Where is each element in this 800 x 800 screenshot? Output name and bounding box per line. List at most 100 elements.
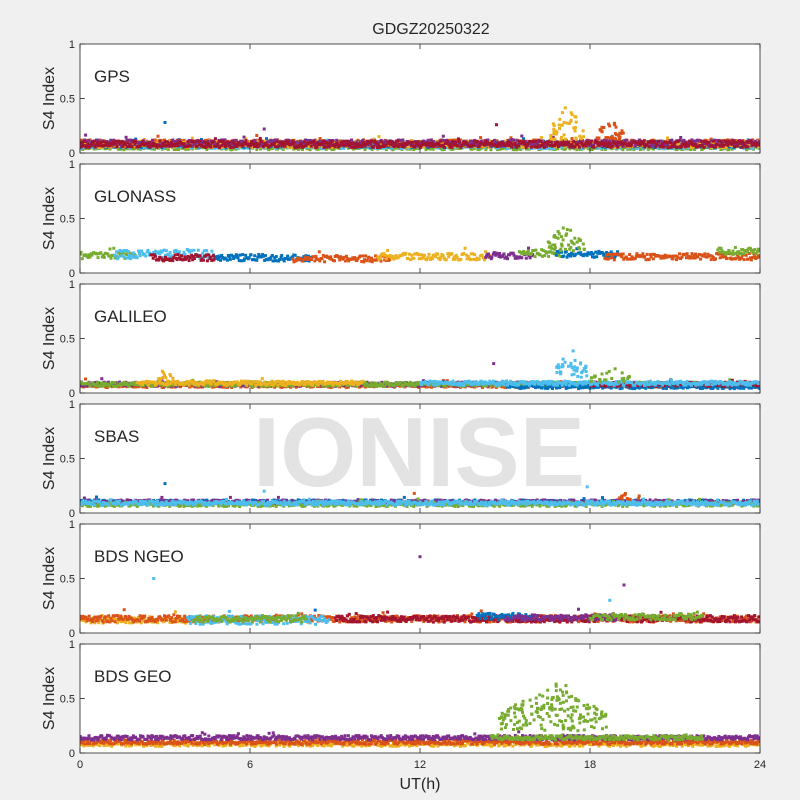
data-point [186,254,190,258]
data-point [645,143,649,147]
data-point [322,145,326,149]
data-point [215,255,219,259]
data-point [472,257,476,261]
data-point [631,140,635,144]
data-point [599,142,603,146]
data-point [690,141,694,145]
data-point [153,147,157,151]
data-point [620,129,624,133]
data-point [297,141,301,145]
data-point [328,145,332,149]
data-point [194,146,198,150]
data-point [175,140,179,144]
data-point [210,259,214,262]
data-point [400,145,404,148]
data-point [330,148,334,152]
data-point [509,141,513,145]
data-point [286,254,290,258]
data-point [156,141,160,145]
data-point [304,143,308,147]
data-point [639,143,642,147]
data-point [101,253,105,257]
data-point [92,147,96,151]
data-point [175,250,179,254]
data-point [300,148,304,151]
data-point [614,125,618,129]
data-point [140,249,143,253]
data-point [713,144,717,147]
data-point [228,257,232,261]
data-point [330,140,334,144]
data-point [655,143,659,147]
data-point [390,256,394,260]
data-point [175,258,179,262]
data-point [750,147,754,150]
data-point [365,259,369,263]
data-point [713,138,717,142]
data-point [371,145,375,149]
data-points [80,106,760,152]
data-point [465,257,469,261]
data-point [559,142,563,146]
data-point [188,256,192,259]
data-point [683,145,687,149]
data-point [356,142,360,146]
data-point [377,258,381,262]
data-point [709,137,713,141]
data-point [391,254,395,258]
data-point [128,251,132,255]
data-point [205,249,209,253]
data-point [113,142,117,145]
data-point [141,146,145,149]
data-point [253,254,257,258]
data-point [537,147,541,150]
data-point [312,140,316,144]
data-point [328,139,332,142]
data-point [484,139,488,143]
data-point [689,148,692,151]
data-point [451,140,455,143]
data-point [182,250,186,254]
data-point [218,255,222,259]
data-point [408,252,411,256]
data-point [318,259,322,263]
data-point [121,251,125,255]
data-point [187,259,191,262]
data-point [83,140,87,143]
data-point [485,254,488,258]
data-point [343,143,347,147]
data-point [549,140,553,144]
data-point [109,138,113,142]
data-point [207,253,211,257]
data-point [452,143,456,147]
data-point [497,254,501,258]
data-point [235,254,239,258]
data-point [134,140,138,144]
data-point [431,147,435,151]
data-point [535,145,539,149]
data-point [669,145,673,149]
data-point [660,142,664,146]
data-point [408,140,412,144]
data-point [558,117,562,121]
data-point [672,142,676,146]
data-point [600,140,604,144]
data-point [470,147,473,151]
data-point [196,248,200,252]
data-point [171,259,175,263]
data-point [251,143,255,147]
data-point [80,250,83,254]
data-point [145,141,149,145]
data-point [753,139,757,143]
data-point [488,139,492,143]
data-point [730,142,734,146]
data-point [548,144,552,147]
data-point [557,123,561,127]
data-point [247,142,251,146]
data-point [581,129,585,133]
data-point [320,257,324,261]
data-point [283,144,287,148]
data-point [561,141,565,145]
data-point [425,258,429,262]
data-point [108,144,112,148]
